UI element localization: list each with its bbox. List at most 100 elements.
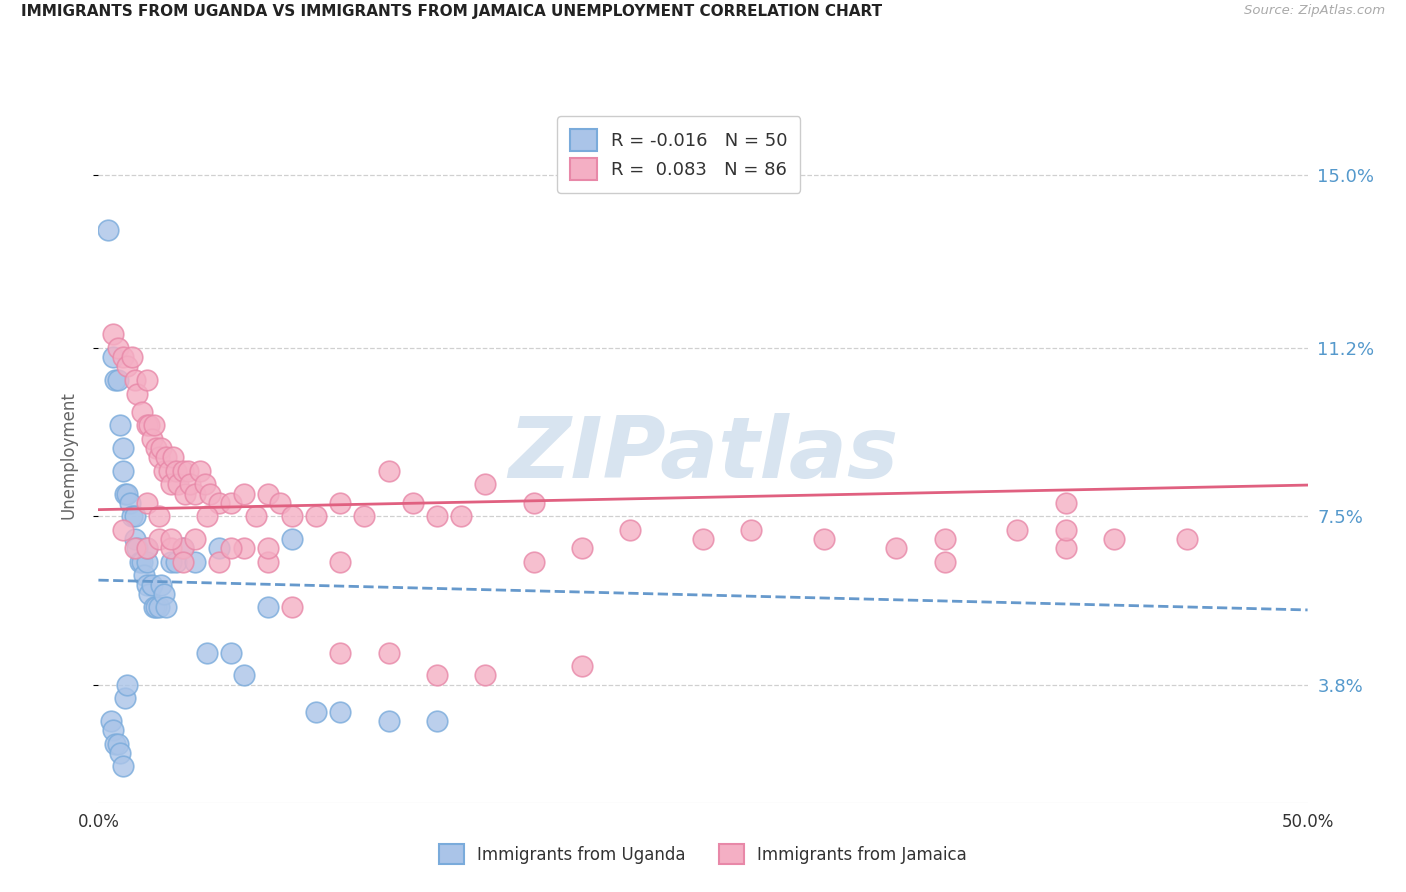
Point bbox=[165, 555, 187, 569]
Point bbox=[1007, 523, 1029, 537]
Point bbox=[208, 541, 231, 556]
Point bbox=[150, 577, 173, 591]
Point bbox=[177, 464, 200, 478]
Point bbox=[135, 541, 157, 556]
Point bbox=[121, 350, 143, 364]
Point bbox=[148, 532, 170, 546]
Point bbox=[329, 646, 352, 660]
Point bbox=[256, 555, 278, 569]
Point bbox=[143, 600, 166, 615]
Point bbox=[195, 646, 218, 660]
Point bbox=[107, 341, 129, 355]
Point bbox=[157, 464, 180, 478]
Point bbox=[377, 646, 399, 660]
Point bbox=[114, 486, 136, 500]
Point bbox=[152, 464, 174, 478]
Point bbox=[135, 577, 157, 591]
Point bbox=[138, 418, 160, 433]
Point bbox=[160, 541, 183, 556]
Point bbox=[107, 737, 129, 751]
Point bbox=[740, 523, 762, 537]
Point bbox=[145, 600, 167, 615]
Point bbox=[1054, 496, 1077, 510]
Point bbox=[101, 723, 124, 737]
Point bbox=[619, 523, 641, 537]
Point bbox=[256, 600, 278, 615]
Point bbox=[155, 600, 177, 615]
Point bbox=[148, 509, 170, 524]
Point bbox=[194, 477, 217, 491]
Point bbox=[124, 541, 146, 556]
Text: Source: ZipAtlas.com: Source: ZipAtlas.com bbox=[1244, 4, 1385, 18]
Point bbox=[1054, 523, 1077, 537]
Point bbox=[426, 668, 449, 682]
Point bbox=[114, 691, 136, 706]
Point bbox=[104, 737, 127, 751]
Point bbox=[221, 541, 243, 556]
Point bbox=[245, 509, 267, 524]
Point bbox=[165, 464, 187, 478]
Point bbox=[131, 555, 153, 569]
Point bbox=[117, 486, 139, 500]
Point bbox=[256, 486, 278, 500]
Point bbox=[148, 450, 170, 465]
Point bbox=[127, 386, 149, 401]
Point bbox=[131, 405, 153, 419]
Point bbox=[174, 486, 197, 500]
Point bbox=[135, 418, 157, 433]
Point bbox=[269, 496, 291, 510]
Point bbox=[150, 441, 173, 455]
Point bbox=[377, 714, 399, 728]
Point bbox=[135, 373, 157, 387]
Point bbox=[118, 496, 141, 510]
Legend: Immigrants from Uganda, Immigrants from Jamaica: Immigrants from Uganda, Immigrants from … bbox=[432, 838, 974, 871]
Text: IMMIGRANTS FROM UGANDA VS IMMIGRANTS FROM JAMAICA UNEMPLOYMENT CORRELATION CHART: IMMIGRANTS FROM UGANDA VS IMMIGRANTS FRO… bbox=[21, 4, 882, 20]
Point bbox=[128, 555, 150, 569]
Point bbox=[167, 477, 190, 491]
Point bbox=[934, 532, 956, 546]
Point bbox=[160, 532, 183, 546]
Point bbox=[523, 496, 546, 510]
Point bbox=[221, 496, 243, 510]
Point bbox=[160, 555, 183, 569]
Point bbox=[281, 509, 304, 524]
Point bbox=[934, 555, 956, 569]
Point bbox=[124, 509, 146, 524]
Point bbox=[152, 586, 174, 600]
Point bbox=[426, 509, 449, 524]
Point bbox=[426, 714, 449, 728]
Point bbox=[117, 359, 139, 374]
Point bbox=[134, 568, 156, 582]
Point bbox=[107, 373, 129, 387]
Point bbox=[184, 486, 207, 500]
Point bbox=[402, 496, 425, 510]
Point bbox=[329, 496, 352, 510]
Point bbox=[329, 705, 352, 719]
Y-axis label: Unemployment: Unemployment bbox=[59, 391, 77, 519]
Point bbox=[172, 555, 194, 569]
Point bbox=[121, 509, 143, 524]
Point bbox=[184, 555, 207, 569]
Point bbox=[184, 532, 207, 546]
Point bbox=[117, 677, 139, 691]
Point bbox=[100, 714, 122, 728]
Point bbox=[101, 327, 124, 342]
Point bbox=[172, 541, 194, 556]
Point bbox=[135, 496, 157, 510]
Point bbox=[195, 509, 218, 524]
Point bbox=[108, 746, 131, 760]
Point bbox=[104, 373, 127, 387]
Point bbox=[198, 486, 221, 500]
Point bbox=[305, 705, 328, 719]
Point bbox=[97, 223, 120, 237]
Point bbox=[281, 532, 304, 546]
Point bbox=[111, 759, 134, 773]
Point bbox=[138, 586, 160, 600]
Point bbox=[135, 555, 157, 569]
Point bbox=[145, 441, 167, 455]
Point bbox=[135, 541, 157, 556]
Point bbox=[232, 541, 254, 556]
Point bbox=[160, 477, 183, 491]
Point bbox=[162, 450, 184, 465]
Point bbox=[571, 659, 593, 673]
